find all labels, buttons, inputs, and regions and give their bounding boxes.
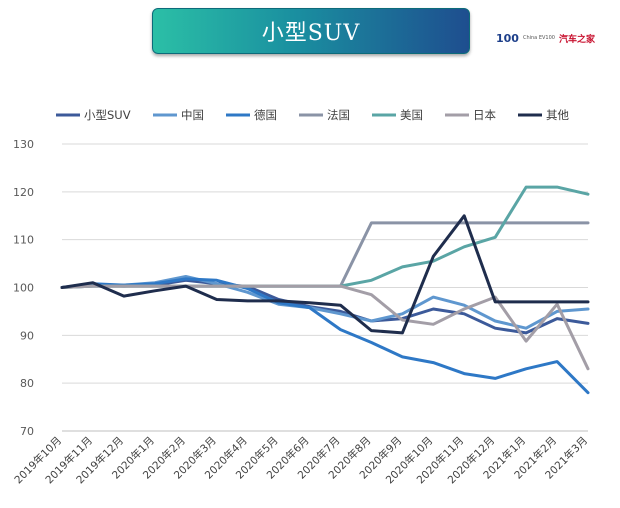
chart-title: 小型SUV xyxy=(261,21,361,46)
legend-label: 法国 xyxy=(327,108,350,122)
y-axis-ticks: 70 80 90 100 110 120 130 xyxy=(13,138,34,438)
legend-label: 小型SUV xyxy=(84,108,131,122)
legend-item: 其他 xyxy=(518,108,569,122)
title-banner: 小型SUV xyxy=(152,8,470,54)
legend-label: 日本 xyxy=(473,108,496,122)
brand-logos: 100 China EV100 汽车之家 xyxy=(496,30,616,46)
series-line-4 xyxy=(60,221,590,289)
legend-item: 德国 xyxy=(226,108,277,122)
series-line-5 xyxy=(60,185,590,289)
legend-label: 其他 xyxy=(546,108,569,122)
y-tick-label: 70 xyxy=(20,425,34,438)
legend-label: 中国 xyxy=(181,108,204,122)
legend-item: 美国 xyxy=(372,108,423,122)
y-tick-label: 100 xyxy=(13,282,34,295)
ev100-logo-text: China EV100 xyxy=(522,35,555,41)
legend-item: 小型SUV xyxy=(56,108,131,122)
series-line-7 xyxy=(60,214,590,335)
autohome-logo: 汽车之家 xyxy=(558,34,595,45)
chart-legend: 小型SUV 中国 德国 法国 美国 日本 其他 xyxy=(56,108,569,122)
y-tick-label: 80 xyxy=(20,377,34,390)
series-line-6 xyxy=(60,284,590,371)
legend-item: 日本 xyxy=(445,108,496,122)
series-line-3 xyxy=(60,277,590,395)
chart-series xyxy=(60,185,590,395)
legend-item: 中国 xyxy=(153,108,204,122)
y-tick-label: 90 xyxy=(20,329,34,342)
legend-label: 德国 xyxy=(254,108,277,122)
x-axis-ticks: 2019年10月2019年11月2019年12月2020年1月2020年2月20… xyxy=(12,434,590,486)
y-tick-label: 110 xyxy=(13,234,34,247)
ev100-logo: 100 xyxy=(496,31,519,45)
y-tick-label: 120 xyxy=(13,186,34,199)
y-tick-label: 130 xyxy=(13,138,34,151)
legend-label: 美国 xyxy=(400,108,423,122)
legend-item: 法国 xyxy=(299,108,350,122)
